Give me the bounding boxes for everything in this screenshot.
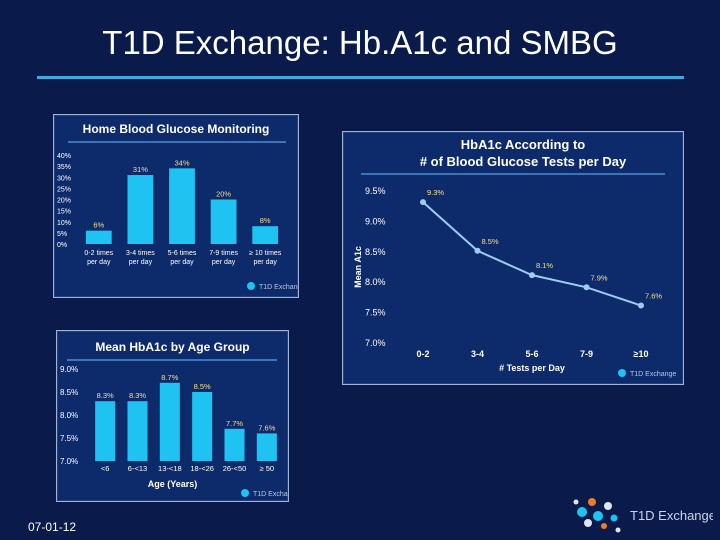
y-tick-label: 7.0% [60, 457, 78, 466]
watermark-text: T1D Exchange [630, 371, 676, 378]
y-tick-label: 8.5% [60, 388, 78, 397]
bar-5 [224, 428, 245, 461]
x-tick-label: 5-6 [525, 349, 538, 359]
x-tick-label: per day [254, 259, 278, 266]
watermark-logo-icon [618, 369, 626, 377]
logo-mark-icon [573, 498, 621, 533]
data-label: 8.5% [194, 382, 211, 391]
bar-1 [85, 230, 112, 244]
y-tick-label: 5% [57, 231, 67, 238]
watermark-logo-icon [247, 282, 255, 290]
x-tick-label: 5-6 times [168, 250, 197, 257]
y-tick-label: 30% [57, 175, 71, 182]
bar-4 [192, 392, 213, 461]
y-tick-label: 9.0% [365, 216, 386, 226]
data-label: 7.7% [226, 419, 243, 428]
watermark-text: T1D Exchange [259, 284, 298, 291]
bar-2 [127, 401, 148, 461]
chart-title: Home Blood Glucose Monitoring [83, 122, 270, 136]
y-tick-label: 10% [57, 220, 71, 227]
data-label: 8.1% [536, 261, 553, 270]
bar-3 [159, 382, 180, 461]
data-point-5 [638, 302, 644, 309]
x-tick-label: 7-9 times [209, 250, 238, 257]
chart-title: Mean HbA1c by Age Group [95, 340, 249, 354]
brand-logo: T1D Exchange [573, 498, 713, 533]
data-label: 8.3% [97, 391, 114, 400]
watermark-logo-icon [241, 489, 249, 497]
y-tick-label: 25% [57, 186, 71, 193]
y-tick-label: 35% [57, 164, 71, 171]
x-tick-label: 18-<26 [190, 464, 214, 473]
data-label: 20% [216, 190, 231, 199]
a1c-by-age-bar-chart: Mean HbA1c by Age Group 7.0% 7.5% 8.0% 8.5% 9… [60, 340, 299, 498]
y-tick-label: 9.5% [365, 186, 386, 196]
bar-3 [169, 168, 195, 244]
y-tick-label: 9.0% [60, 365, 78, 374]
y-tick-label: 7.0% [365, 338, 386, 348]
data-label: 9.3% [427, 188, 444, 197]
data-point-3 [529, 272, 535, 279]
chart-title: HbA1c According to [461, 137, 586, 152]
smbg-chart-panel: Home Blood Glucose Monitoring 0% 5% 10% 15% 2… [53, 114, 305, 298]
y-tick-label: 8.5% [365, 247, 386, 257]
y-tick-label: 7.5% [60, 434, 78, 443]
bar-4 [210, 199, 237, 244]
x-tick-label: 0-2 times [84, 250, 113, 257]
x-axis-label: # Tests per Day [499, 363, 565, 373]
data-label: 7.6% [258, 423, 275, 432]
x-tick-label: 7-9 [580, 349, 593, 359]
bar-6 [256, 433, 277, 461]
data-label: 7.6% [645, 292, 662, 301]
watermark-text: T1D Exchange [253, 491, 288, 498]
data-label: 31% [133, 165, 148, 174]
y-tick-label: 0% [57, 242, 67, 249]
data-label: 7.9% [591, 273, 608, 282]
y-tick-label: 40% [57, 153, 71, 160]
a1c-by-tests-chart-panel: HbA1c According to # of Blood Glucose Tes… [342, 131, 684, 385]
data-point-2 [474, 247, 481, 254]
footer-date: 07-01-12 [28, 520, 77, 534]
x-tick-label: 6-<13 [128, 464, 147, 473]
data-point-1 [420, 199, 426, 206]
y-tick-label: 7.5% [365, 308, 386, 318]
brand-wordmark: T1D Exchange [630, 508, 713, 523]
x-tick-label: per day [87, 259, 111, 266]
x-tick-label: 26-<50 [223, 464, 247, 473]
slide-title: T1D Exchange: Hb.A1c and SMBG [102, 24, 618, 61]
data-label: 34% [174, 158, 189, 167]
x-tick-label: per day [170, 259, 194, 266]
data-label: 6% [93, 221, 104, 230]
bar-5 [252, 226, 279, 244]
x-tick-label: per day [212, 259, 236, 266]
a1c-by-tests-line-chart: HbA1c According to # of Blood Glucose Tes… [353, 137, 676, 378]
bar-2 [127, 175, 154, 244]
x-tick-label: 3-4 [471, 349, 484, 359]
y-tick-label: 15% [57, 209, 71, 216]
x-tick-label: ≥ 10 times [249, 250, 282, 257]
x-tick-label: per day [129, 259, 153, 266]
x-axis-label: Age (Years) [148, 479, 198, 489]
title-rule [37, 76, 684, 79]
data-label: 8.7% [161, 373, 178, 382]
chart-title: # of Blood Glucose Tests per Day [420, 154, 627, 169]
x-tick-label: 0-2 [416, 349, 429, 359]
data-point-4 [583, 284, 590, 291]
data-label: 8.5% [482, 237, 499, 246]
x-tick-label: <6 [101, 464, 110, 473]
y-tick-label: 8.0% [365, 277, 386, 287]
smbg-bar-chart: Home Blood Glucose Monitoring 0% 5% 10% 15% 2… [57, 122, 305, 291]
data-label: 8% [260, 216, 271, 225]
x-tick-label: ≥10 [634, 349, 649, 359]
y-tick-label: 20% [57, 198, 71, 205]
y-axis-label: Mean A1c [353, 246, 363, 288]
data-label: 8.3% [129, 391, 146, 400]
bar-1 [95, 401, 116, 461]
a1c-by-age-chart-panel: Mean HbA1c by Age Group 7.0% 7.5% 8.0% 8.5% 9… [56, 330, 299, 502]
series-line [422, 201, 642, 307]
x-tick-label: 13-<18 [158, 464, 182, 473]
y-tick-label: 8.0% [60, 411, 78, 420]
x-tick-label: ≥ 50 [260, 464, 275, 473]
x-tick-label: 3-4 times [126, 250, 155, 257]
